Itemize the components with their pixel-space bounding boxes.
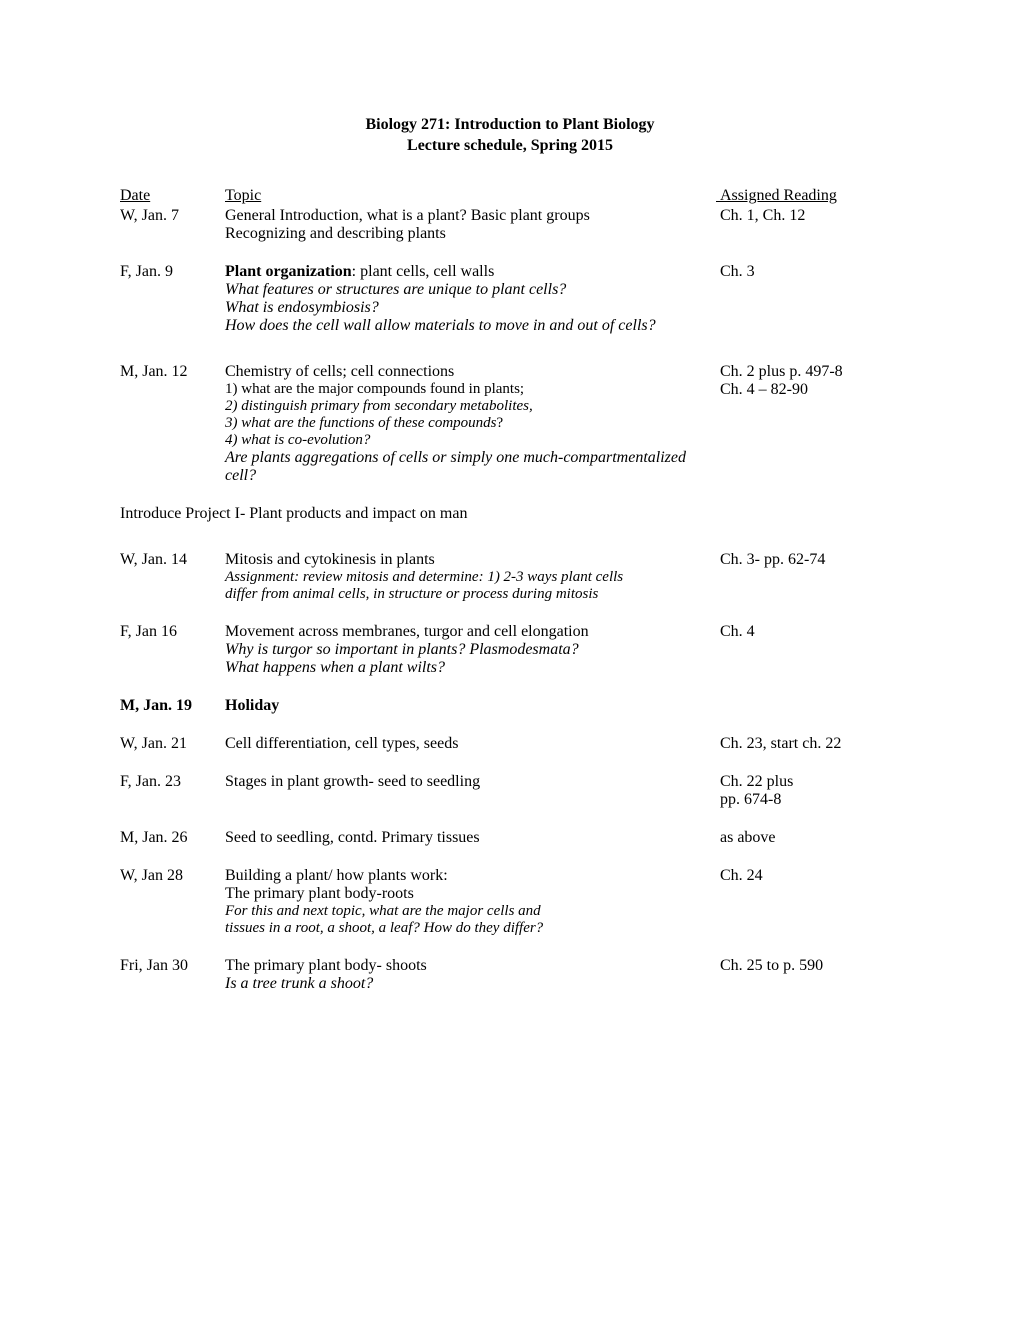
topic-cell: Building a plant/ how plants work: The p… bbox=[225, 867, 720, 937]
topic-prefix-bold: Plant organization bbox=[225, 263, 352, 280]
date-cell: M, Jan. 12 bbox=[120, 363, 225, 485]
topic-sub-italic: 2) distinguish primary from secondary me… bbox=[225, 398, 720, 415]
topic-sub-mixed: 3) what are the functions of these compo… bbox=[225, 415, 720, 432]
reading-cell: Ch. 3 bbox=[720, 263, 900, 335]
topic-sub: 1) what are the major compounds found in… bbox=[225, 381, 720, 398]
topic-cell: Plant organization: plant cells, cell wa… bbox=[225, 263, 720, 335]
topic-cell: Cell differentiation, cell types, seeds bbox=[225, 735, 720, 753]
topic-main: Plant organization: plant cells, cell wa… bbox=[225, 263, 720, 281]
topic-sub-italic: 4) what is co-evolution? bbox=[225, 432, 720, 449]
date-cell: M, Jan. 26 bbox=[120, 829, 225, 847]
title-block: Biology 271: Introduction to Plant Biolo… bbox=[120, 115, 900, 157]
schedule-row: M, Jan. 12 Chemistry of cells; cell conn… bbox=[120, 363, 900, 485]
topic-main: Movement across membranes, turgor and ce… bbox=[225, 623, 720, 641]
topic-cell: Seed to seedling, contd. Primary tissues bbox=[225, 829, 720, 847]
topic-main: Cell differentiation, cell types, seeds bbox=[225, 735, 720, 753]
topic-italic: Why is turgor so important in plants? Pl… bbox=[225, 641, 720, 659]
reading-cell: Ch. 1, Ch. 12 bbox=[720, 207, 900, 243]
date-cell: M, Jan. 19 bbox=[120, 697, 225, 715]
topic-cell: Chemistry of cells; cell connections 1) … bbox=[225, 363, 720, 485]
date-cell: F, Jan. 23 bbox=[120, 773, 225, 809]
header-topic: Topic bbox=[225, 187, 261, 204]
topic-main: Holiday bbox=[225, 697, 720, 715]
topic-after: : plant cells, cell walls bbox=[352, 263, 495, 280]
topic-main: Building a plant/ how plants work: bbox=[225, 867, 720, 885]
reading-cell: as above bbox=[720, 829, 900, 847]
schedule-row: Fri, Jan 30 The primary plant body- shoo… bbox=[120, 957, 900, 993]
schedule-row: W, Jan 28 Building a plant/ how plants w… bbox=[120, 867, 900, 937]
reading-line: Ch. 4 – 82-90 bbox=[720, 381, 900, 399]
topic-main: Stages in plant growth- seed to seedling bbox=[225, 773, 720, 791]
topic-italic: What features or structures are unique t… bbox=[225, 281, 720, 299]
reading-cell: Ch. 2 plus p. 497-8 Ch. 4 – 82-90 bbox=[720, 363, 900, 485]
project-intro: Introduce Project I- Plant products and … bbox=[120, 505, 900, 523]
topic-italic: How does the cell wall allow materials t… bbox=[225, 317, 720, 335]
schedule-row: M, Jan. 19 Holiday bbox=[120, 697, 900, 715]
topic-line: Recognizing and describing plants bbox=[225, 225, 720, 243]
topic-cell: The primary plant body- shoots Is a tree… bbox=[225, 957, 720, 993]
topic-cell: Holiday bbox=[225, 697, 720, 715]
topic-cell: Movement across membranes, turgor and ce… bbox=[225, 623, 720, 677]
topic-main: The primary plant body- shoots bbox=[225, 957, 720, 975]
reading-cell: Ch. 4 bbox=[720, 623, 900, 677]
topic-cell: Mitosis and cytokinesis in plants Assign… bbox=[225, 551, 720, 603]
topic-main: Mitosis and cytokinesis in plants bbox=[225, 551, 720, 569]
reading-line: Ch. 2 plus p. 497-8 bbox=[720, 363, 900, 381]
schedule-row: W, Jan. 14 Mitosis and cytokinesis in pl… bbox=[120, 551, 900, 603]
header-reading: Assigned Reading bbox=[720, 187, 900, 205]
schedule-row: F, Jan 16 Movement across membranes, tur… bbox=[120, 623, 900, 677]
topic-italic: tissues in a root, a shoot, a leaf? How … bbox=[225, 920, 720, 937]
reading-cell: Ch. 22 plus pp. 674-8 bbox=[720, 773, 900, 809]
schedule-row: W, Jan. 21 Cell differentiation, cell ty… bbox=[120, 735, 900, 753]
topic-line: The primary plant body-roots bbox=[225, 885, 720, 903]
reading-cell: Ch. 3- pp. 62-74 bbox=[720, 551, 900, 603]
date-cell: W, Jan. 21 bbox=[120, 735, 225, 753]
reading-cell: Ch. 24 bbox=[720, 867, 900, 937]
reading-line: pp. 674-8 bbox=[720, 791, 900, 809]
topic-italic: differ from animal cells, in structure o… bbox=[225, 586, 720, 603]
date-cell: F, Jan 16 bbox=[120, 623, 225, 677]
topic-italic: What is endosymbiosis? bbox=[225, 299, 720, 317]
course-title: Biology 271: Introduction to Plant Biolo… bbox=[120, 115, 900, 136]
topic-italic: For this and next topic, what are the ma… bbox=[225, 903, 720, 920]
column-headers: Date Topic Assigned Reading bbox=[120, 187, 900, 205]
reading-cell: Ch. 23, start ch. 22 bbox=[720, 735, 900, 753]
topic-italic: Is a tree trunk a shoot? bbox=[225, 975, 720, 993]
header-reading-inline bbox=[716, 187, 720, 205]
reading-cell bbox=[720, 697, 900, 715]
topic-italic: What happens when a plant wilts? bbox=[225, 659, 720, 677]
topic-cell: General Introduction, what is a plant? B… bbox=[225, 207, 720, 243]
date-cell: F, Jan. 9 bbox=[120, 263, 225, 335]
topic-italic: Assignment: review mitosis and determine… bbox=[225, 569, 720, 586]
topic-main: Seed to seedling, contd. Primary tissues bbox=[225, 829, 720, 847]
topic-main: General Introduction, what is a plant? B… bbox=[225, 207, 720, 225]
schedule-row: M, Jan. 26 Seed to seedling, contd. Prim… bbox=[120, 829, 900, 847]
date-cell: Fri, Jan 30 bbox=[120, 957, 225, 993]
topic-main: Chemistry of cells; cell connections bbox=[225, 363, 720, 381]
date-cell: W, Jan. 14 bbox=[120, 551, 225, 603]
schedule-row: F, Jan. 9 Plant organization: plant cell… bbox=[120, 263, 900, 335]
date-cell: W, Jan. 7 bbox=[120, 207, 225, 243]
date-cell: W, Jan 28 bbox=[120, 867, 225, 937]
header-date: Date bbox=[120, 187, 225, 205]
subtitle: Lecture schedule, Spring 2015 bbox=[120, 136, 900, 157]
topic-cell: Stages in plant growth- seed to seedling bbox=[225, 773, 720, 809]
reading-cell: Ch. 25 to p. 590 bbox=[720, 957, 900, 993]
schedule-row: W, Jan. 7 General Introduction, what is … bbox=[120, 207, 900, 243]
topic-italic-last: Are plants aggregations of cells or simp… bbox=[225, 449, 720, 485]
reading-line: Ch. 22 plus bbox=[720, 773, 900, 791]
schedule-row: F, Jan. 23 Stages in plant growth- seed … bbox=[120, 773, 900, 809]
